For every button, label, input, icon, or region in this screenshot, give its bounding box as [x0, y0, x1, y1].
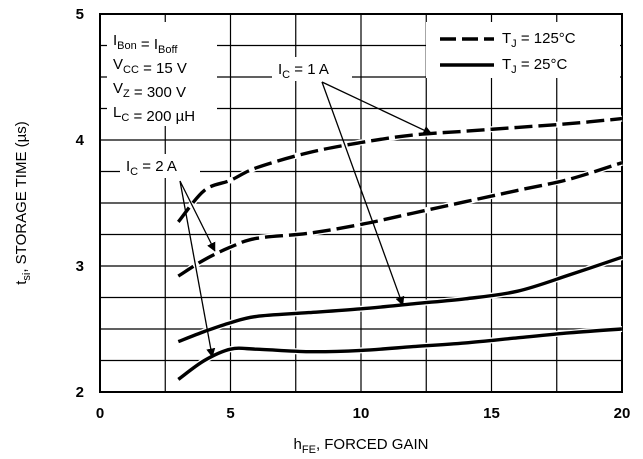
x-tick-label: 15	[483, 405, 500, 422]
series-line-ic1a-tj125-halo	[175, 115, 623, 224]
condition-line: IBon = IBoff	[113, 32, 178, 56]
annotation-labels: IC = 1 A IC = 2 A	[120, 57, 352, 178]
series-line-ic2a-tj125	[177, 161, 623, 278]
annotation-ic2a: IC = 2 A	[126, 158, 177, 178]
arrow-ic2a-tj25	[179, 180, 216, 358]
y-tick-label: 3	[76, 258, 84, 275]
annotation-ic2a-bg	[120, 154, 200, 178]
y-tick-label: 2	[76, 384, 84, 401]
tick-labels: 0 5 10 15 20 2 3 4 5	[76, 6, 631, 422]
legend: TJ = 125°C TJ = 25°C	[426, 22, 620, 78]
series-line-ic1a-tj25	[177, 255, 623, 344]
condition-line: VCC = 15 V	[113, 56, 187, 77]
series-line-ic2a-tj25-halo	[176, 326, 623, 382]
conditions-box-bg	[107, 22, 217, 126]
legend-label: TJ = 25°C	[502, 56, 567, 76]
arrow-ic1a-tj125	[321, 81, 433, 135]
x-tick-label: 0	[96, 405, 104, 422]
x-tick-label: 10	[353, 405, 370, 422]
series-line-ic2a-tj25	[177, 327, 623, 381]
series-line-ic1a-tj125	[176, 116, 623, 223]
series-line-ic2a-tj125-halo	[176, 159, 623, 279]
legend-label: TJ = 125°C	[502, 30, 576, 50]
condition-line: LC = 200 µH	[113, 104, 195, 125]
arrow-ic2a-tj125	[179, 180, 216, 252]
y-axis-label: tsi, STORAGE TIME (µs)	[13, 121, 33, 285]
legend-bg	[426, 22, 620, 78]
y-tick-label: 4	[76, 132, 85, 149]
annotation-ic1a-bg	[272, 57, 352, 81]
annotation-arrows	[179, 81, 433, 358]
y-tick-label: 5	[76, 6, 84, 23]
condition-line: VZ = 300 V	[113, 80, 186, 101]
x-tick-label: 20	[614, 405, 631, 422]
annotation-ic1a: IC = 1 A	[278, 61, 329, 81]
series-layer	[175, 115, 623, 382]
arrow-ic1a-tj25	[321, 81, 405, 306]
plot-frame	[99, 13, 623, 393]
x-axis-label: hFE, FORCED GAIN	[294, 436, 429, 456]
x-tick-label: 5	[226, 405, 234, 422]
